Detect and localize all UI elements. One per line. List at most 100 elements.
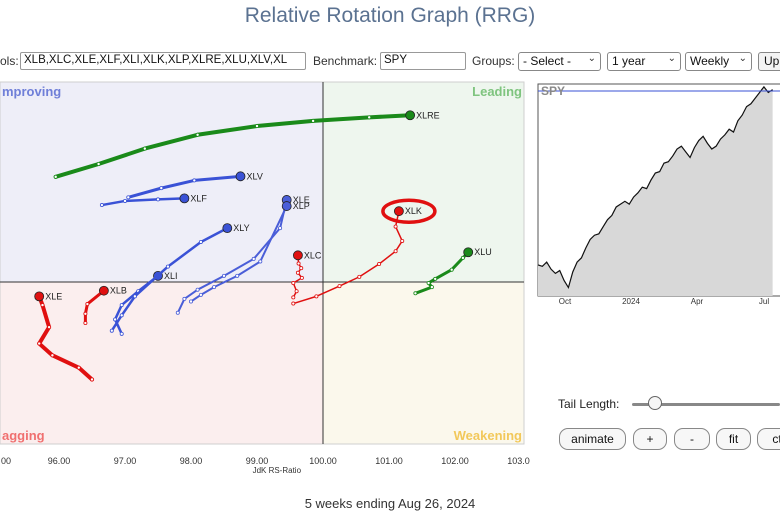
tail-point xyxy=(251,256,256,261)
tail-point xyxy=(119,313,124,318)
series-head-point xyxy=(98,285,109,296)
chevron-down-icon: ⌄ xyxy=(738,53,747,64)
tail-point xyxy=(159,186,164,191)
tail-point xyxy=(96,162,101,167)
tail-length-slider[interactable] xyxy=(632,403,780,406)
tail-length-label: Tail Length: xyxy=(558,397,620,411)
series-xlv: XLV xyxy=(126,171,263,200)
tail-point xyxy=(357,274,362,279)
benchmark-input[interactable]: SPY xyxy=(380,52,466,70)
period-select[interactable]: 1 year ⌄ xyxy=(607,52,681,71)
series-head-point xyxy=(293,250,303,261)
period-select-value: 1 year xyxy=(612,54,646,68)
quadrant-label-leading: Leading xyxy=(472,84,522,99)
x-tick-label: 96.00 xyxy=(48,456,71,466)
tail-point xyxy=(182,296,187,301)
frequency-select[interactable]: Weekly ⌄ xyxy=(685,52,752,71)
tail-point xyxy=(47,325,52,330)
tail-point xyxy=(195,132,200,137)
tail-point xyxy=(119,331,124,336)
spy-x-tick-label: Jul xyxy=(759,297,769,306)
groups-select[interactable]: - Select - ⌄ xyxy=(518,52,601,71)
more-button[interactable]: ct xyxy=(757,428,780,450)
series-tail-line xyxy=(83,289,106,325)
tail-point xyxy=(393,224,398,229)
series-tail-line xyxy=(53,113,413,179)
tail-point xyxy=(142,146,147,151)
series-xly: XLY xyxy=(109,223,250,333)
tail-point xyxy=(90,377,95,382)
zoom-out-button[interactable]: - xyxy=(674,428,710,450)
tail-point xyxy=(221,273,226,278)
series-tail-line xyxy=(126,174,242,199)
tail-point xyxy=(132,294,137,299)
tail-point xyxy=(113,317,118,322)
quadrant-lagging xyxy=(0,282,323,444)
tail-point xyxy=(413,291,418,296)
tail-point xyxy=(76,365,81,370)
series-label: XLP xyxy=(293,201,310,211)
series-head-point xyxy=(463,247,474,258)
tail-point xyxy=(123,198,128,203)
fit-button[interactable]: fit xyxy=(716,428,751,450)
spy-x-tick-label: Apr xyxy=(691,297,704,306)
spy-chart-group: SPY Oct 2024 Apr Jul xyxy=(537,83,780,306)
x-tick-label: 97.00 xyxy=(114,456,137,466)
tail-point xyxy=(53,174,58,179)
tail-point xyxy=(295,270,300,275)
zoom-in-button[interactable]: + xyxy=(633,428,667,450)
tail-point xyxy=(426,281,431,286)
update-button[interactable]: Up xyxy=(758,52,780,71)
tail-length-slider-handle[interactable] xyxy=(648,396,662,410)
chevron-down-icon: ⌄ xyxy=(667,53,676,64)
quadrant-leading xyxy=(323,82,524,282)
tail-point xyxy=(212,285,217,290)
symbols-label: ols: xyxy=(0,54,19,68)
series-label: XLI xyxy=(164,271,178,281)
x-tick-label: 100.00 xyxy=(309,456,337,466)
tail-point xyxy=(337,284,342,289)
series-tail-line xyxy=(110,226,229,332)
tail-point xyxy=(192,178,197,183)
series-xlu: XLU xyxy=(413,247,492,296)
series-label: XLY xyxy=(233,223,249,233)
series-xlk: XLK xyxy=(291,198,437,306)
x-axis-label: JdK RS-Ratio xyxy=(253,466,302,475)
x-tick-label: 00 xyxy=(1,456,11,466)
plot-border xyxy=(0,81,525,445)
rrg-axes: 00 96.00 97.00 98.00 99.00 100.00 101.00 102.00… xyxy=(1,456,530,475)
quadrant-improving xyxy=(0,82,323,282)
tail-point xyxy=(258,259,263,264)
series-head-point xyxy=(393,206,404,217)
series-label: XLC xyxy=(304,250,322,260)
tail-point xyxy=(460,255,465,260)
series-head-point xyxy=(235,171,246,182)
animate-button[interactable]: animate xyxy=(559,428,626,450)
tail-point xyxy=(40,303,45,308)
quadrant-label-improving: mproving xyxy=(2,84,61,99)
tail-point xyxy=(175,310,180,315)
tail-point xyxy=(99,203,104,208)
series-label: XLB xyxy=(110,286,127,296)
groups-select-value: - Select - xyxy=(523,54,572,68)
tail-point xyxy=(311,118,316,123)
series-head-point xyxy=(405,110,416,121)
series-head-point xyxy=(222,223,233,234)
tail-point xyxy=(83,311,88,316)
spy-x-tick-label: Oct xyxy=(559,297,572,306)
tail-point xyxy=(377,262,382,267)
tail-point xyxy=(291,295,296,300)
tail-point xyxy=(83,321,88,326)
groups-label: Groups: xyxy=(472,54,515,68)
tail-point xyxy=(278,226,283,231)
tail-point xyxy=(296,261,301,266)
series-label: XLK xyxy=(405,206,422,216)
x-tick-label: 102.00 xyxy=(441,456,469,466)
series-label: XLU xyxy=(474,247,492,257)
spy-chart: SPY Oct 2024 Apr Jul xyxy=(537,83,780,306)
series-xlre: XLRE xyxy=(53,110,440,179)
tail-point xyxy=(299,275,304,280)
symbols-input[interactable]: XLB,XLC,XLE,XLF,XLI,XLK,XLP,XLRE,XLU,XLV… xyxy=(20,52,306,70)
series-xlb: XLB xyxy=(83,285,127,326)
